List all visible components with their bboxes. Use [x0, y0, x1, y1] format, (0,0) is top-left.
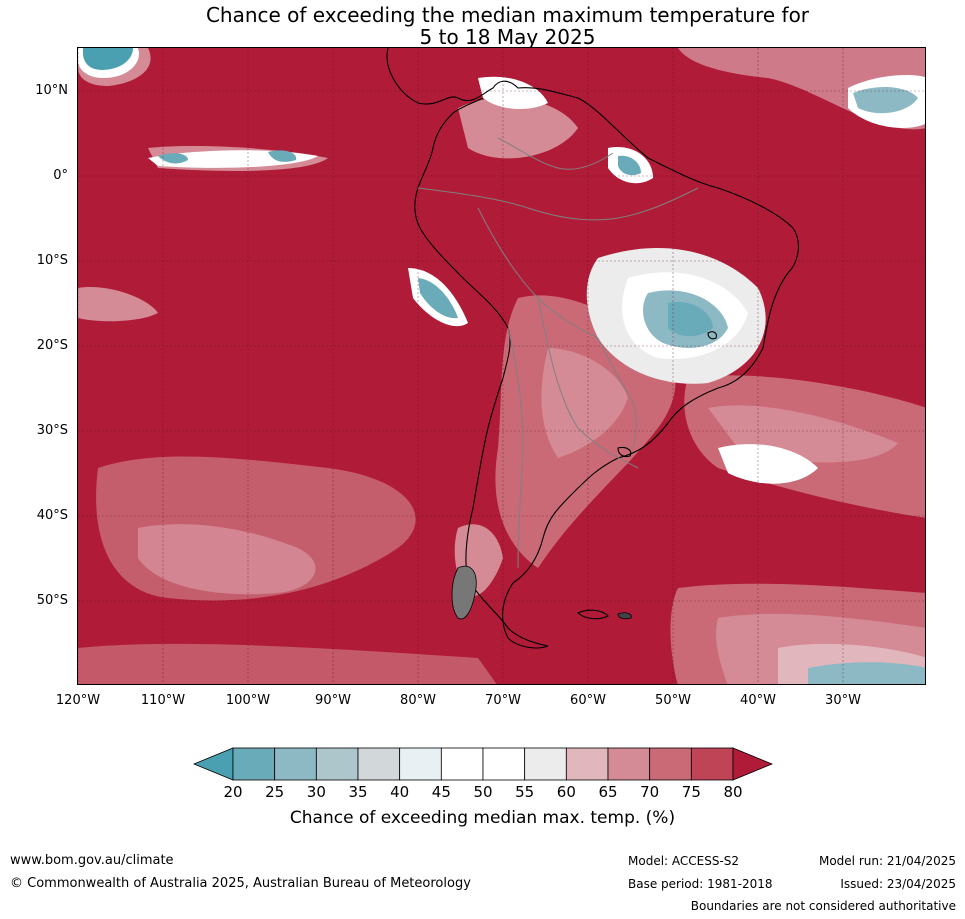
colorbar-segment: [524, 747, 567, 781]
lat-label-50s: 50°S: [36, 593, 68, 608]
colorbar-segment: [274, 747, 317, 781]
colorbar-segment: [440, 747, 484, 781]
lat-label-20s: 20°S: [36, 338, 68, 353]
coastlines: [386, 48, 799, 649]
colorbar-tick-label: 60: [556, 783, 576, 801]
lon-label-90w: 90°W: [315, 693, 351, 708]
low-probability-patches: [78, 48, 925, 684]
colorbar-segment: [232, 747, 276, 781]
lat-label-40s: 40°S: [36, 508, 68, 523]
lon-label-80w: 80°W: [400, 693, 436, 708]
lon-label-60w: 60°W: [570, 693, 606, 708]
colorbar-tick-label: 40: [390, 783, 410, 801]
lat-label-10n: 10°N: [35, 83, 68, 98]
lat-label-0: 0°: [53, 168, 68, 183]
colorbar-tick-label: 55: [515, 783, 535, 801]
colorbar-tick-label: 50: [473, 783, 493, 801]
lon-label-50w: 50°W: [655, 693, 691, 708]
grid-lines: [78, 48, 925, 684]
colorbar-extend-high: [732, 747, 774, 781]
lon-label-30w: 30°W: [825, 693, 861, 708]
islands: [451, 565, 632, 620]
lon-label-70w: 70°W: [485, 693, 521, 708]
colorbar-segment: [315, 747, 359, 781]
lon-label-100w: 100°W: [225, 693, 271, 708]
colorbar-tick-label: 75: [681, 783, 701, 801]
colorbar-tick-label: 80: [723, 783, 743, 801]
lon-label-110w: 110°W: [140, 693, 186, 708]
colorbar-segment: [565, 747, 609, 781]
colorbar-tick-label: 35: [348, 783, 368, 801]
map-title: Chance of exceeding the median maximum t…: [0, 4, 965, 48]
colorbar-legend: [192, 747, 774, 781]
colorbar-tick-label: 30: [306, 783, 326, 801]
footer-disclaimer: Boundaries are not considered authoritat…: [690, 899, 956, 913]
map-canvas: [78, 48, 925, 684]
footer-model-run: Model run: 21/04/2025: [818, 854, 956, 868]
colorbar-segment: [482, 747, 526, 781]
footer-url: www.bom.gov.au/climate: [10, 853, 174, 868]
colorbar-segment: [690, 747, 734, 781]
colorbar-segment: [649, 747, 692, 781]
title-line-1: Chance of exceeding the median maximum t…: [205, 3, 810, 27]
colorbar: [192, 747, 774, 781]
colorbar-extend-low: [192, 747, 234, 781]
colorbar-tick-label: 70: [640, 783, 660, 801]
colorbar-title: Chance of exceeding median max. temp. (%…: [289, 808, 676, 828]
colorbar-tick-label: 20: [223, 783, 243, 801]
footer-model: Model: ACCESS-S2: [628, 854, 740, 868]
probability-map: [77, 47, 926, 685]
footer-copyright: © Commonwealth of Australia 2025, Austra…: [10, 876, 471, 891]
colorbar-tick-label: 45: [431, 783, 451, 801]
colorbar-tick-label: 65: [598, 783, 618, 801]
colorbar-segment: [607, 747, 651, 781]
colorbar-segment: [399, 747, 442, 781]
lon-label-40w: 40°W: [740, 693, 776, 708]
footer-issued: Issued: 23/04/2025: [840, 877, 956, 891]
lat-label-10s: 10°S: [36, 253, 68, 268]
lat-label-30s: 30°S: [36, 423, 68, 438]
title-line-2: 5 to 18 May 2025: [419, 25, 596, 49]
country-borders: [417, 137, 699, 569]
colorbar-tick-label: 25: [265, 783, 285, 801]
footer-base-period: Base period: 1981-2018: [628, 877, 773, 891]
lon-label-120w: 120°W: [55, 693, 101, 708]
colorbar-segment: [357, 747, 401, 781]
